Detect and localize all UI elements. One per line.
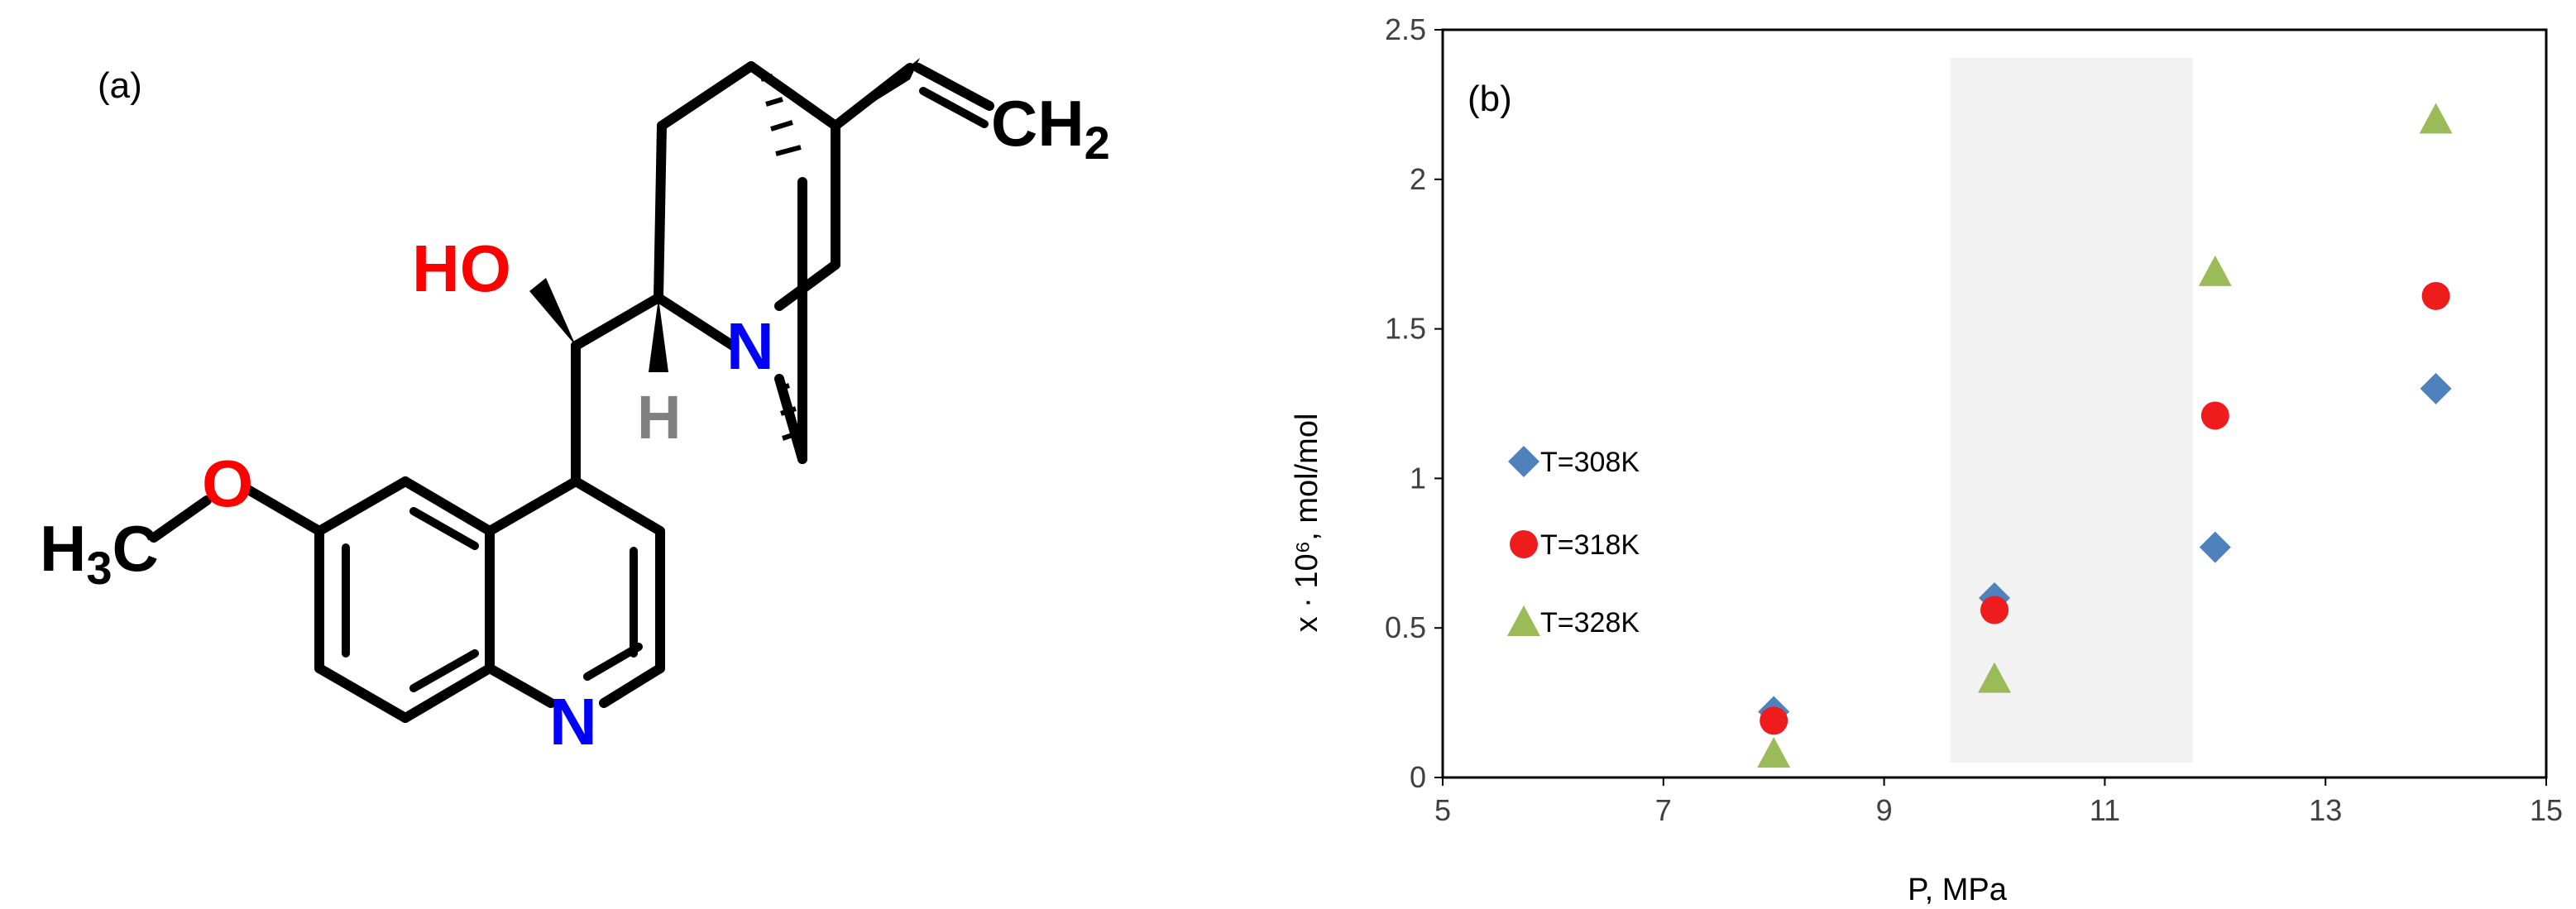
x-tick-label: 15	[2530, 793, 2563, 827]
data-point-series-3	[2198, 255, 2232, 286]
y-tick-label: 0	[1410, 760, 1426, 794]
legend: T=308K T=318K T=328K	[1507, 446, 1640, 639]
legend-marker-series-2	[1510, 530, 1538, 558]
methylene-label: CH2	[991, 87, 1110, 169]
methyl-label: H3C	[40, 512, 159, 594]
y-tick-label: 1.5	[1385, 312, 1426, 346]
x-tick-label: 7	[1655, 793, 1672, 827]
data-point-series-3	[1978, 662, 2011, 693]
molecule-wedges	[529, 58, 920, 372]
molecule-panel: (a)	[40, 58, 1110, 758]
x-tick-label: 13	[2309, 793, 2342, 827]
legend-label-series-1: T=308K	[1540, 447, 1640, 478]
panel-a-label: (a)	[98, 65, 142, 106]
panel-b-label: (b)	[1468, 79, 1512, 119]
x-axis-title: P, MPa	[1908, 873, 2008, 907]
legend-marker-series-3	[1507, 605, 1540, 636]
data-points	[1757, 103, 2453, 768]
shaded-region	[1950, 58, 2194, 763]
data-point-series-1	[2420, 372, 2452, 404]
x-tick-label: 9	[1876, 793, 1893, 827]
hydrogen-label: H	[637, 383, 681, 452]
svg-text:CH2: CH2	[991, 87, 1110, 169]
legend-label-series-2: T=318K	[1540, 529, 1640, 561]
data-point-series-2	[1980, 596, 2009, 624]
y-axis-title: x · 10⁶, mol/mol	[1290, 414, 1324, 633]
y-axis-ticks: 0 0.5 1 1.5 2 2.5	[1385, 12, 1443, 794]
molecule-bonds	[149, 61, 994, 723]
svg-text:H3C: H3C	[40, 512, 159, 594]
hydroxyl-label: HO	[412, 232, 511, 305]
data-point-series-2	[2200, 401, 2229, 430]
y-tick-label: 2.5	[1385, 12, 1426, 46]
y-tick-label: 0.5	[1385, 610, 1426, 644]
amine-nitrogen-label: N	[726, 309, 774, 383]
ring-nitrogen-label: N	[549, 685, 597, 758]
oxygen-label: O	[202, 447, 253, 520]
x-axis-ticks: 5 7 9 11 13 15	[1434, 777, 2563, 827]
data-point-series-3	[2419, 103, 2453, 134]
x-tick-label: 5	[1434, 793, 1451, 827]
plot-frame	[1441, 28, 2548, 779]
data-point-series-1	[2199, 531, 2231, 563]
legend-marker-series-1	[1508, 446, 1539, 477]
molecule-hashes	[760, 74, 803, 441]
legend-label-series-3: T=328K	[1540, 607, 1640, 639]
data-point-series-2	[1760, 706, 1788, 735]
data-point-series-3	[1757, 737, 1791, 768]
y-tick-label: 2	[1410, 162, 1426, 196]
y-tick-label: 1	[1410, 461, 1426, 495]
x-tick-label: 11	[2090, 793, 2120, 827]
data-point-series-2	[2421, 281, 2450, 310]
chart-panel: (b) 5 7 9 11 13 15 0 0.5 1 1.5 2 2.5 P, MPa x · 10…	[1290, 12, 2563, 907]
